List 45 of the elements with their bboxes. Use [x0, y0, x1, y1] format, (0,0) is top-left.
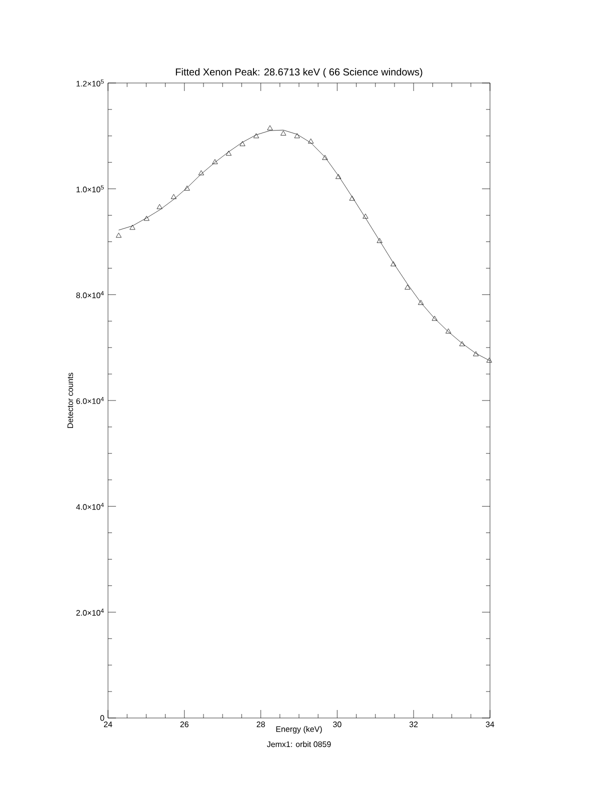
point [376, 238, 382, 243]
y-tick-label: 1.0×10$^{5}$ [76, 185, 104, 192]
point [390, 261, 396, 266]
x-tick-label: 24 [104, 722, 112, 728]
point [184, 186, 190, 191]
x-tick-label: 34 [486, 722, 494, 728]
y-tick-label: 2.0×10$^{4}$ [76, 608, 104, 616]
point [144, 216, 150, 221]
point [116, 232, 122, 238]
y-tick-label: 4.0×10$^{4}$ [76, 502, 104, 510]
y-tick-label: 0 [100, 715, 104, 721]
y-tick-label: 8.0×10$^{4}$ [76, 291, 104, 298]
point [156, 204, 162, 210]
point [130, 224, 136, 230]
x-tick-label: 32 [409, 722, 418, 728]
point [212, 159, 218, 164]
point [486, 358, 492, 363]
point [473, 351, 479, 356]
point [308, 138, 314, 144]
point [198, 170, 204, 176]
point [459, 341, 465, 346]
x-axis-title: Energy (keV) [276, 726, 322, 734]
point [240, 141, 246, 146]
x-tick-label: 28 [256, 722, 265, 728]
point [362, 214, 368, 219]
point [322, 154, 328, 160]
point [253, 133, 260, 138]
point [349, 196, 355, 201]
point [336, 174, 342, 179]
point [418, 300, 424, 305]
point [404, 284, 410, 290]
point [446, 328, 452, 334]
point [294, 133, 300, 138]
chart-title: Fitted Xenon Peak: 28.6713 keV ( 66 Science windows) [176, 68, 422, 78]
y-tick-label: 1.2×10$^{5}$ [76, 79, 104, 87]
point [432, 316, 438, 321]
point [267, 125, 273, 130]
point [280, 130, 286, 136]
y-tick-label: 6.0×10$^{4}$ [76, 396, 104, 404]
x-tick-label: 30 [333, 722, 342, 728]
x-tick-label: 26 [180, 722, 188, 728]
text: Jemx1: orbit 0859 [266, 741, 331, 748]
point [170, 194, 176, 199]
y-axis-title: Detector counts [67, 372, 74, 428]
point [226, 150, 232, 156]
